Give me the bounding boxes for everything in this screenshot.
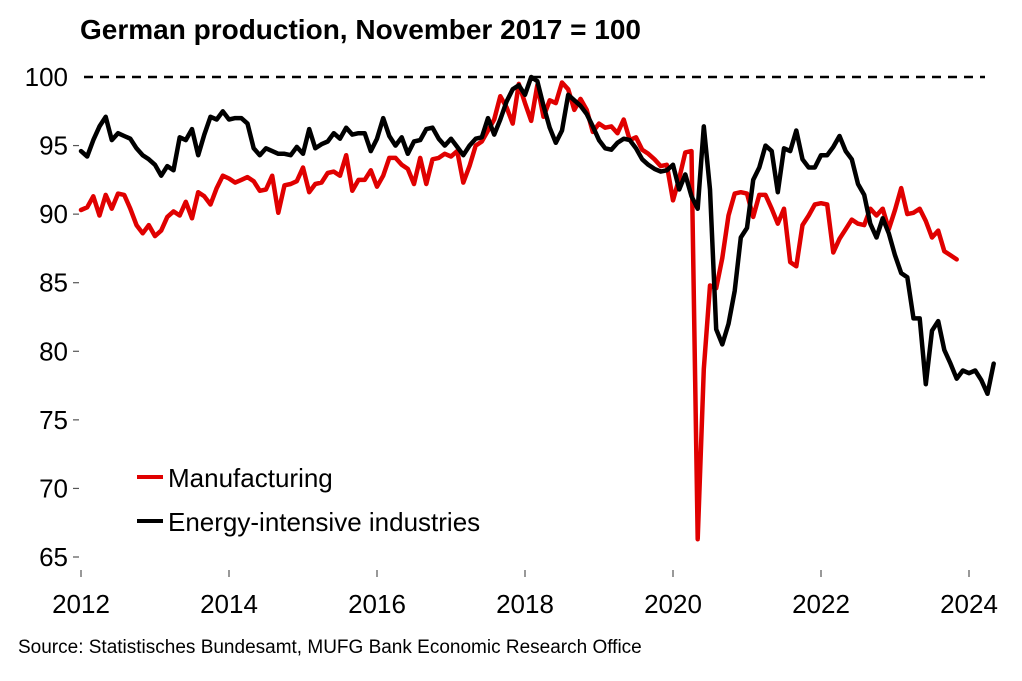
x-tick-label: 2016 [348, 589, 406, 619]
legend-item-manufacturing: Manufacturing [137, 463, 333, 493]
legend-item-energy-intensive: Energy-intensive industries [137, 507, 480, 537]
legend-label-energy-intensive: Energy-intensive industries [168, 507, 480, 537]
series-group [78, 74, 996, 542]
x-tick-label: 2014 [200, 589, 258, 619]
y-tick-label: 70 [39, 473, 68, 503]
chart-title: German production, November 2017 = 100 [80, 14, 641, 45]
x-tick-label: 2018 [496, 589, 554, 619]
series-line-energy-intensive-industries [78, 74, 996, 397]
legend: Manufacturing Energy-intensive industrie… [137, 463, 480, 537]
y-axis: 65 70 75 80 85 90 95 100 [25, 62, 79, 572]
y-tick-label: 90 [39, 199, 68, 229]
y-tick-label: 80 [39, 336, 68, 366]
y-tick-label: 85 [39, 268, 68, 298]
y-tick-label: 75 [39, 405, 68, 435]
x-tick-label: 2012 [52, 589, 110, 619]
x-tick-label: 2020 [644, 589, 702, 619]
source-note: Source: Statistisches Bundesamt, MUFG Ba… [18, 637, 642, 658]
x-tick-label: 2022 [792, 589, 850, 619]
y-tick-label: 65 [39, 542, 68, 572]
x-axis: 2012 2014 2016 2018 2020 2022 2024 [52, 570, 998, 619]
y-tick-label: 100 [25, 62, 68, 92]
y-tick-label: 95 [39, 131, 68, 161]
x-tick-label: 2024 [940, 589, 998, 619]
legend-label-manufacturing: Manufacturing [168, 463, 333, 493]
